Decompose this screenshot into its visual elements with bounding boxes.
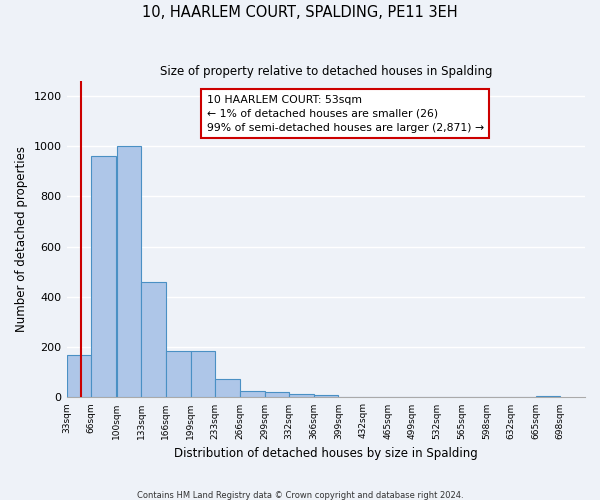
Title: Size of property relative to detached houses in Spalding: Size of property relative to detached ho… — [160, 65, 492, 78]
Bar — [67, 354, 91, 398]
X-axis label: Distribution of detached houses by size in Spalding: Distribution of detached houses by size … — [174, 447, 478, 460]
Bar — [166, 351, 191, 398]
Bar — [314, 395, 338, 398]
Text: 10 HAARLEM COURT: 53sqm
← 1% of detached houses are smaller (26)
99% of semi-det: 10 HAARLEM COURT: 53sqm ← 1% of detached… — [206, 95, 484, 133]
Bar — [240, 391, 265, 398]
Bar — [265, 392, 289, 398]
Bar — [116, 146, 141, 398]
Bar — [91, 156, 116, 398]
Text: Contains HM Land Registry data © Crown copyright and database right 2024.: Contains HM Land Registry data © Crown c… — [137, 490, 463, 500]
Bar — [289, 394, 314, 398]
Text: 10, HAARLEM COURT, SPALDING, PE11 3EH: 10, HAARLEM COURT, SPALDING, PE11 3EH — [142, 5, 458, 20]
Bar — [191, 351, 215, 398]
Bar — [536, 396, 560, 398]
Bar — [141, 282, 166, 398]
Y-axis label: Number of detached properties: Number of detached properties — [15, 146, 28, 332]
Bar — [215, 378, 240, 398]
